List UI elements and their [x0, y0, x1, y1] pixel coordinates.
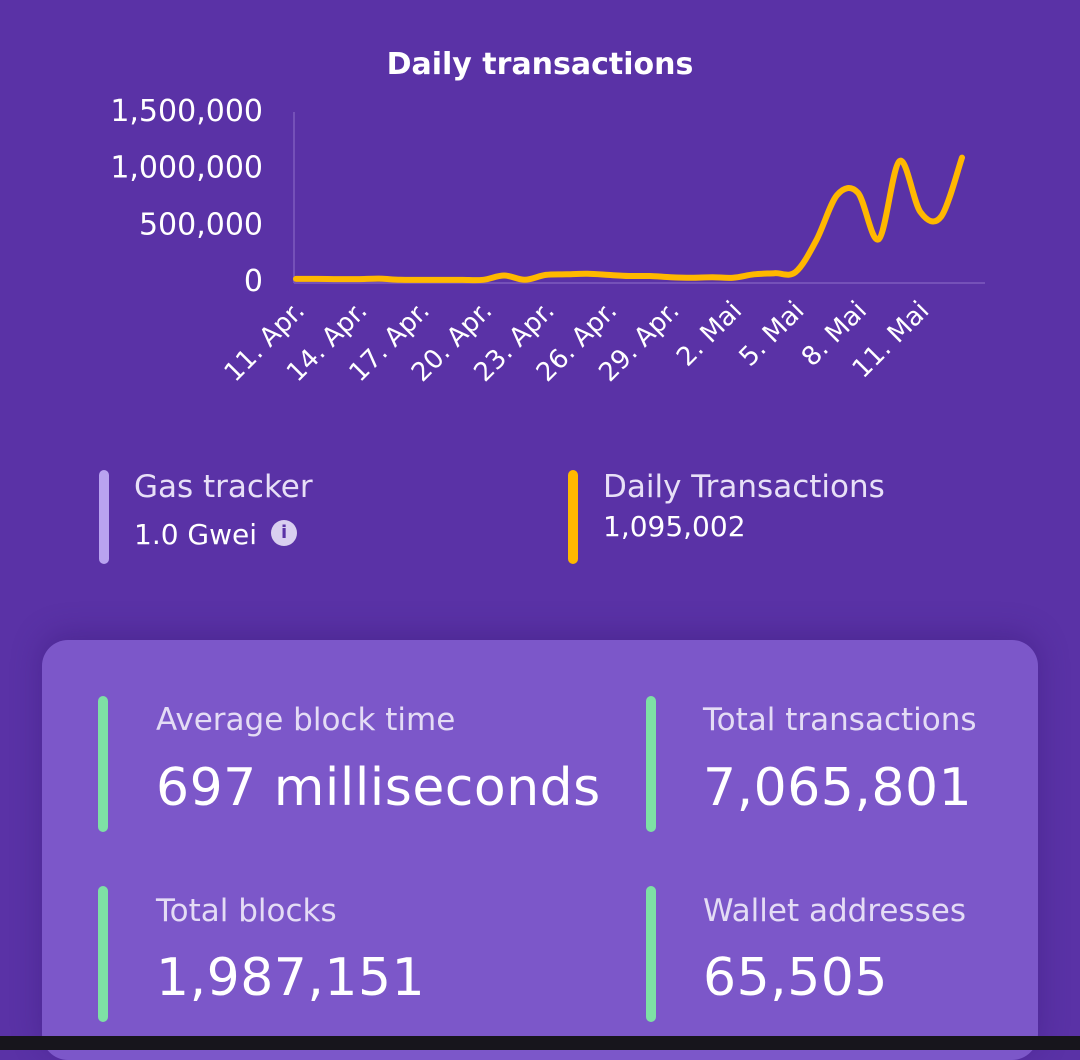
chart-title: Daily transactions [387, 47, 694, 82]
info-icon[interactable]: i [271, 520, 298, 546]
daily-transactions-label: Daily Transactions [603, 469, 885, 505]
total-blocks-value: 1,987,151 [156, 948, 426, 1008]
x-tick-label: 2. Mai [671, 296, 748, 373]
average-block-time-accent-bar [98, 696, 108, 832]
gas-tracker-value: 1.0 Gwei [134, 518, 258, 551]
wallet-addresses-value: 65,505 [703, 948, 888, 1008]
daily-transactions-value: 1,095,002 [603, 510, 746, 543]
wallet-addresses-label: Wallet addresses [703, 893, 966, 929]
total-blocks-label: Total blocks [156, 893, 337, 929]
x-tick-label: 5. Mai [734, 296, 811, 373]
total-transactions-accent-bar [646, 696, 656, 832]
total-transactions-value: 7,065,801 [703, 758, 973, 818]
y-tick-label: 1,500,000 [110, 94, 263, 129]
total-transactions-label: Total transactions [703, 702, 977, 738]
bottom-edge [0, 1036, 1080, 1050]
wallet-addresses-accent-bar [646, 886, 656, 1022]
average-block-time-value: 697 milliseconds [156, 758, 601, 818]
gas-tracker-row: 1.0 Gwei i [134, 518, 298, 551]
gas-tracker-label: Gas tracker [134, 469, 313, 505]
y-tick-label: 0 [244, 264, 263, 299]
stats-card: Average block time 697 milliseconds Tota… [42, 640, 1038, 1060]
gas-tracker-accent-bar [99, 470, 109, 564]
average-block-time-label: Average block time [156, 702, 456, 738]
total-blocks-accent-bar [98, 886, 108, 1022]
series-line-daily-transactions [293, 154, 965, 284]
y-tick-label: 1,000,000 [110, 151, 263, 186]
y-tick-label: 500,000 [139, 207, 263, 242]
daily-transactions-accent-bar [568, 470, 578, 564]
daily-transactions-chart: Daily transactions 0 500,000 1,000,000 1,50… [110, 47, 985, 388]
